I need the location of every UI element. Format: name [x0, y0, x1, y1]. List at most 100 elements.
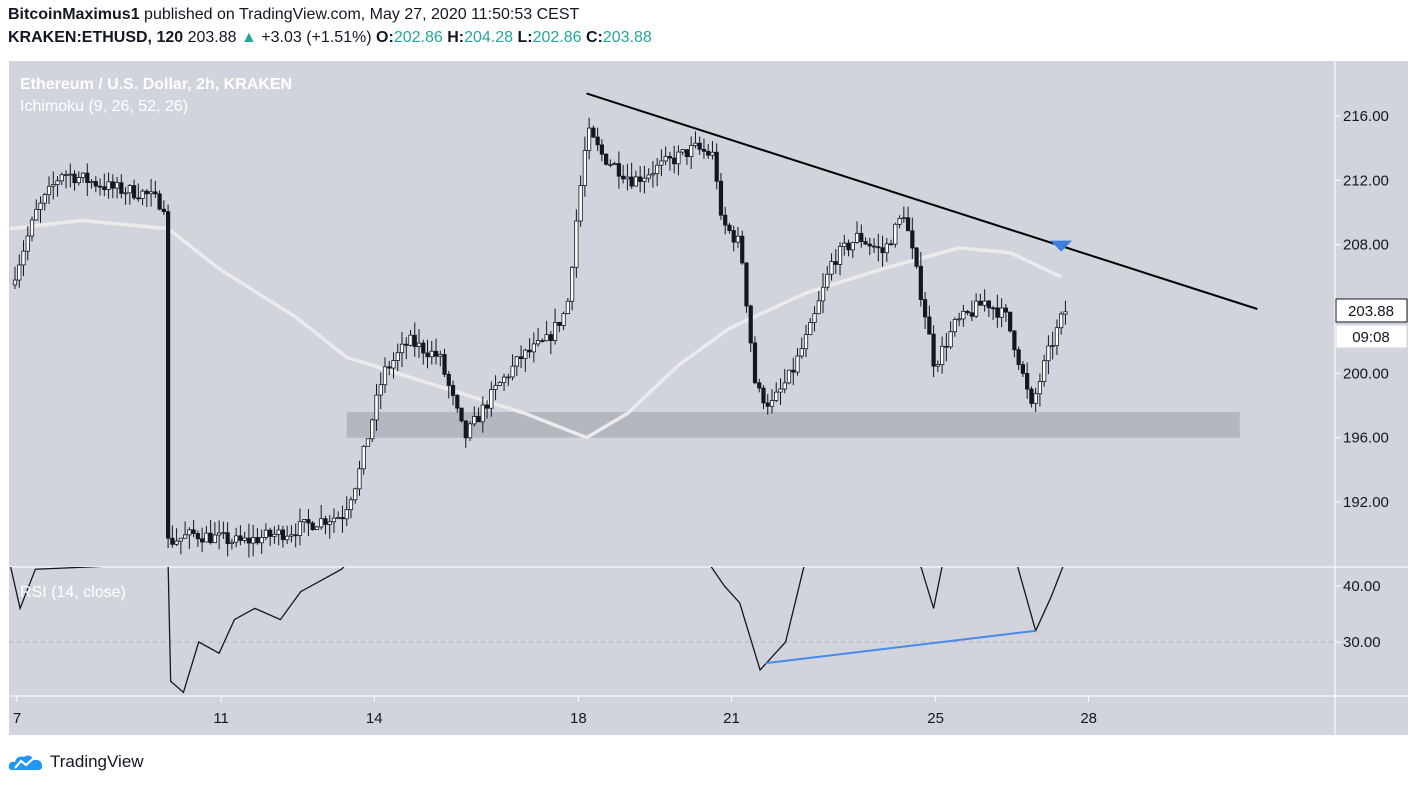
countdown-tag: 09:08	[1335, 324, 1408, 349]
candle-body	[1029, 388, 1034, 404]
candle-body	[638, 176, 643, 182]
candle-body	[161, 208, 166, 213]
tradingview-footer[interactable]: TradingView	[8, 749, 144, 775]
candle-body	[523, 349, 528, 360]
candle-body	[706, 150, 711, 156]
down-arrow-icon	[1050, 240, 1073, 252]
rsi-divergence-line	[765, 629, 1036, 665]
candle-body	[387, 366, 392, 369]
candle-body	[888, 243, 894, 246]
candle-body	[459, 407, 464, 422]
candle-body	[1046, 345, 1051, 362]
candle-body	[165, 211, 171, 539]
candle-body	[85, 172, 90, 183]
candle-body	[676, 151, 681, 165]
candle-body	[914, 247, 919, 267]
candle-body	[740, 235, 745, 264]
candle-body	[259, 537, 264, 544]
candle-body	[552, 322, 558, 341]
chart-header: BitcoinMaximus1 published on TradingView…	[8, 6, 1408, 52]
candle-body	[1008, 311, 1013, 332]
candle-body	[323, 518, 328, 525]
candle-body	[744, 262, 749, 307]
candle-body	[527, 349, 532, 353]
published-text: published on TradingView.com, May 27, 20…	[144, 6, 580, 23]
candle-body	[157, 193, 162, 210]
candle-body	[752, 342, 758, 384]
candle-body	[876, 246, 881, 249]
time-tick-label: 25	[927, 710, 944, 727]
candle-body	[344, 509, 349, 520]
price-pane	[9, 92, 1258, 558]
candle-body	[289, 534, 294, 537]
countdown-text: 09:08	[1352, 329, 1390, 346]
triangle-up-icon: ▲	[240, 29, 257, 46]
candle-body	[204, 532, 209, 543]
candle-body	[791, 369, 796, 373]
candle-body	[693, 142, 698, 146]
candle-body	[285, 535, 290, 541]
candle-body	[871, 245, 877, 248]
low-value: 202.86	[532, 29, 582, 46]
time-tick-label: 18	[570, 710, 587, 727]
support-zone	[346, 411, 1240, 438]
candle-body	[965, 310, 970, 314]
candle-body	[25, 235, 30, 252]
candle-body	[1025, 373, 1030, 390]
candle-body	[148, 191, 154, 195]
candle-body	[518, 356, 524, 360]
candle-body	[238, 535, 243, 541]
candle-body	[412, 334, 417, 347]
candle-body	[263, 529, 269, 538]
candle-body	[599, 144, 604, 155]
candle-body	[1063, 311, 1068, 315]
candle-body	[961, 310, 966, 320]
candle-body	[255, 537, 260, 544]
candle-body	[327, 521, 332, 525]
candle-body	[897, 218, 902, 225]
candle-body	[689, 145, 694, 157]
candle-body	[234, 535, 239, 543]
candle-body	[433, 350, 439, 357]
candle-body	[582, 150, 587, 186]
author-name[interactable]: BitcoinMaximus1	[8, 6, 140, 23]
candle-body	[757, 382, 762, 389]
candle-body	[616, 163, 621, 177]
candle-body	[476, 416, 481, 423]
candle-body	[1059, 313, 1064, 329]
time-tick-label: 28	[1080, 710, 1097, 727]
rsi-tick-label: 40.00	[1343, 578, 1381, 595]
candle-body	[378, 384, 383, 396]
price-tick-label: 196.00	[1343, 430, 1389, 447]
candle-body	[837, 246, 843, 265]
candle-body	[480, 404, 485, 423]
candle-body	[952, 319, 957, 333]
candle-body	[944, 345, 949, 348]
candle-body	[21, 250, 26, 266]
candle-body	[697, 142, 702, 150]
candle-body	[931, 333, 936, 367]
candle-body	[1020, 364, 1026, 374]
candle-body	[655, 164, 660, 175]
candle-body	[995, 307, 1000, 318]
candle-body	[812, 313, 817, 323]
publish-line: BitcoinMaximus1 published on TradingView…	[8, 6, 1408, 29]
candle-body	[404, 343, 409, 346]
candle-body	[829, 261, 834, 275]
candle-body	[574, 220, 579, 268]
candle-body	[272, 533, 277, 537]
candle-body	[1050, 345, 1055, 347]
candle-body	[1037, 381, 1043, 395]
candle-body	[217, 532, 222, 536]
candle-body	[34, 209, 39, 221]
high-value: 204.28	[464, 29, 514, 46]
candle-body	[978, 300, 983, 306]
candle-body	[901, 217, 906, 220]
candle-body	[540, 340, 545, 343]
candle-body	[621, 175, 626, 180]
candle-body	[421, 342, 426, 354]
candle-body	[782, 382, 787, 390]
candle-body	[982, 300, 987, 306]
candle-body	[672, 157, 677, 165]
